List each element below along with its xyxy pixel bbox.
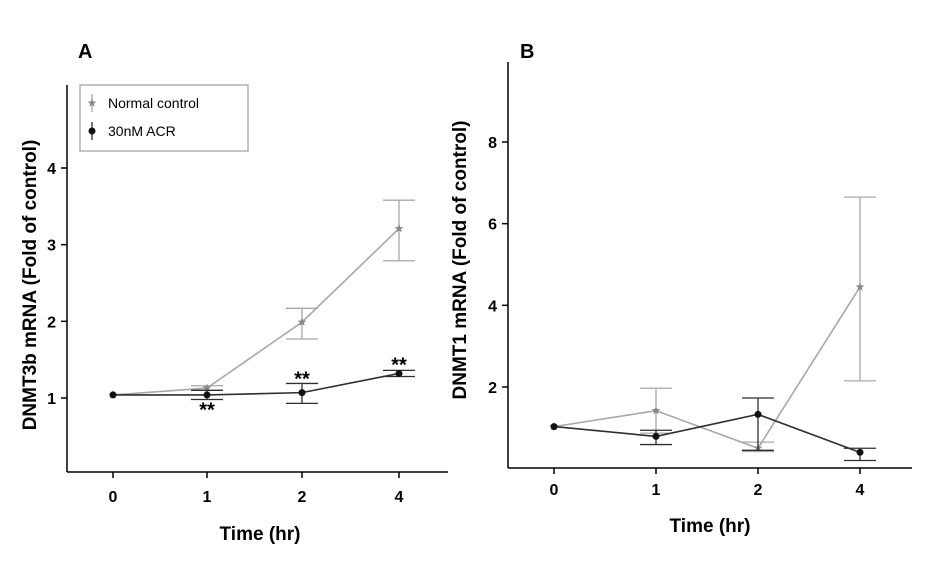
data-point: [651, 406, 661, 415]
data-point: [652, 432, 660, 440]
series-line: [112, 227, 400, 396]
data-point: [855, 282, 865, 291]
x-tick-label: 4: [395, 489, 404, 506]
legend-label: 30nM ACR: [108, 123, 176, 139]
y-tick-label: 2: [488, 380, 497, 397]
legend-label: Normal control: [108, 95, 199, 111]
data-point: [754, 410, 762, 418]
data-point: [856, 448, 864, 456]
x-tick-label: 4: [856, 482, 865, 499]
panel-letter: A: [78, 41, 92, 63]
x-tick-label: 0: [109, 489, 118, 506]
significance-label: **: [391, 355, 407, 377]
legend-marker: [88, 127, 96, 135]
x-tick-label: 2: [754, 482, 763, 499]
panel-letter: B: [520, 41, 534, 63]
y-axis-title: DNMT3b mRNA (Fold of control): [20, 140, 41, 431]
x-axis-title: Time (hr): [670, 516, 751, 537]
y-tick-label: 3: [47, 238, 56, 255]
x-tick-label: 2: [298, 489, 307, 506]
panel-b: B 2 4 6 8 0 1 2 4 Time (hr) DNMT1 mRNA (Fold of co…: [450, 41, 912, 537]
legend: Normal control 30nM ACR: [79, 84, 249, 152]
data-point: [550, 423, 558, 431]
panel-a: A 1 2 3 4 0 1 2 4 Time (hr) DNMT3b mRNA (Fold of c…: [20, 41, 448, 545]
x-tick-label: 1: [652, 482, 661, 499]
data-point: [394, 224, 404, 233]
legend-box: [79, 84, 249, 152]
y-tick-label: 8: [488, 135, 497, 152]
data-point: [109, 391, 117, 399]
x-tick-label: 1: [203, 489, 212, 506]
data-point: [202, 383, 212, 392]
legend-marker: [87, 98, 97, 107]
data-point: [395, 369, 403, 377]
y-tick-label: 6: [488, 217, 497, 234]
x-axis-title: Time (hr): [220, 524, 301, 545]
x-tick-label: 0: [550, 482, 559, 499]
series-line: [553, 286, 861, 450]
y-tick-label: 1: [47, 391, 56, 408]
series-line: [113, 372, 400, 396]
y-tick-label: 4: [488, 298, 497, 315]
y-tick-label: 4: [47, 161, 56, 178]
data-point: [203, 391, 211, 399]
significance-label: **: [199, 400, 215, 422]
data-point: [298, 389, 306, 397]
data-point: [297, 317, 307, 326]
y-tick-label: 2: [47, 314, 56, 331]
series-line: [553, 413, 861, 454]
significance-label: **: [294, 368, 310, 390]
y-axis-title: DNMT1 mRNA (Fold of control): [450, 121, 471, 400]
